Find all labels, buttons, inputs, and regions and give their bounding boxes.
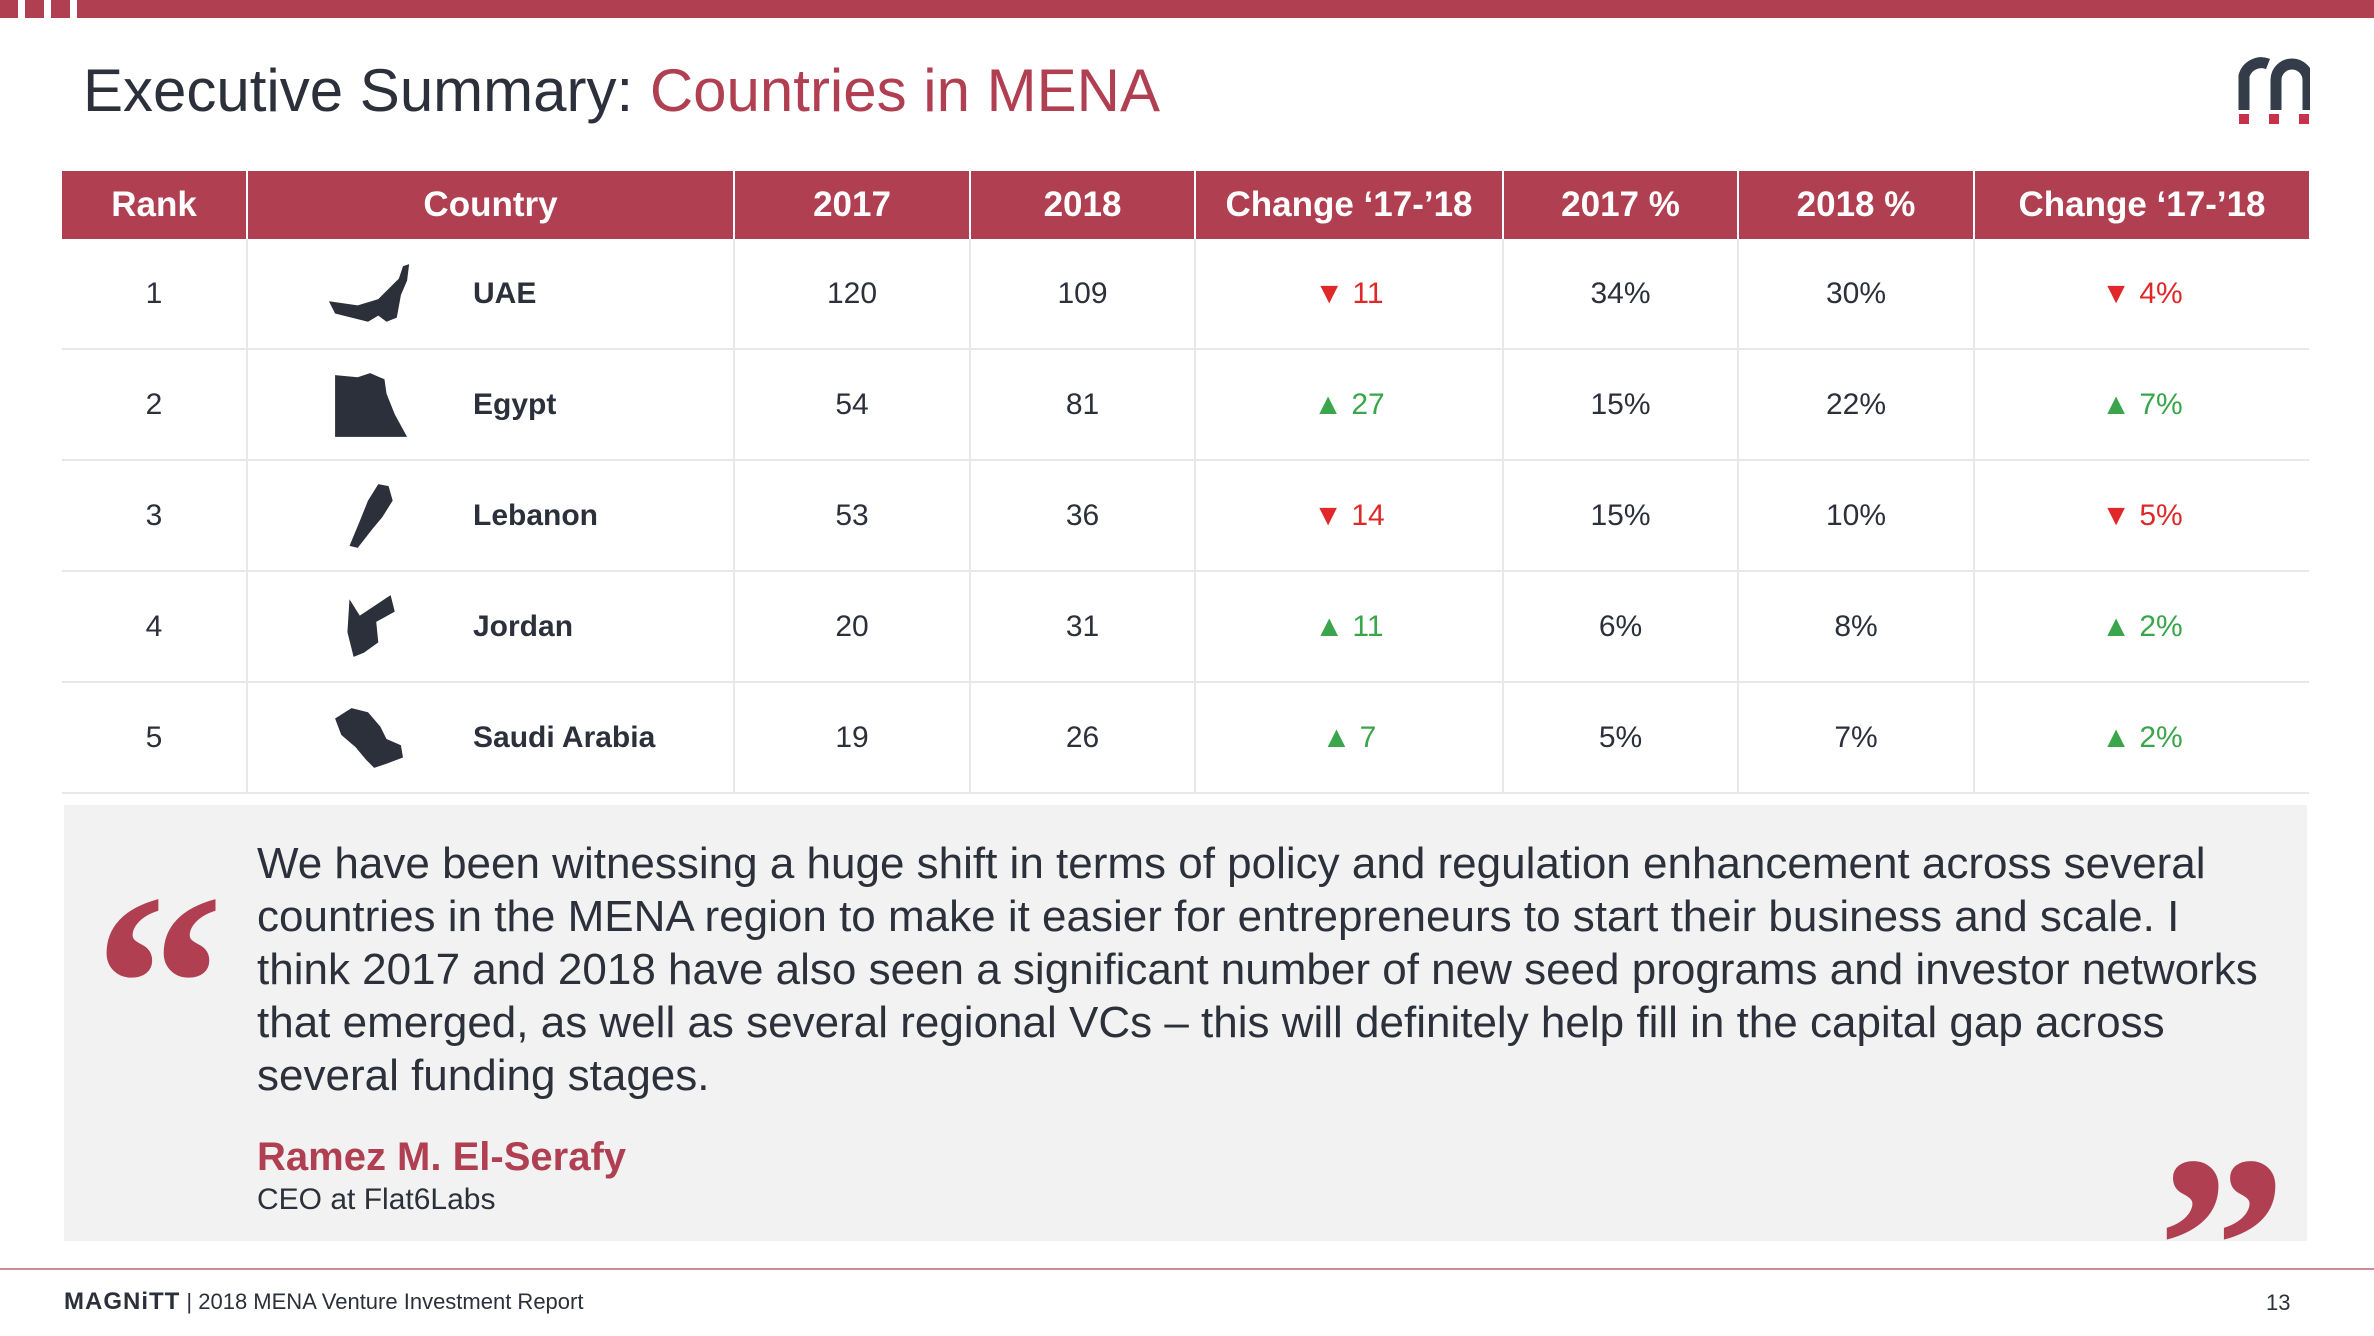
column-header: 2018 % (1737, 171, 1974, 239)
country-cell: Jordan (246, 571, 734, 683)
column-header: Country (246, 171, 734, 239)
top-bar-segment (25, 0, 44, 18)
country-map-icon (335, 372, 408, 437)
country-map-icon (335, 707, 403, 768)
percent-change-cell: ▲ 2% (1973, 682, 2309, 794)
close-quote-icon: ” (2147, 1117, 2287, 1241)
title-prefix: Executive Summary: (83, 57, 650, 124)
value-2018-cell: 36 (969, 460, 1195, 572)
change-cell: ▲ 27 (1194, 349, 1503, 461)
percent-change-cell: ▲ 2% (1973, 571, 2309, 683)
column-header: 2017 % (1502, 171, 1738, 239)
percent-2017-cell: 6% (1502, 571, 1738, 683)
table-row: 1 UAE 120 109 ▼ 11 34% 30% ▼ 4% (62, 239, 2309, 350)
percent-change-cell: ▼ 4% (1973, 239, 2309, 350)
top-bar-segment (51, 0, 70, 18)
footer-divider (0, 1268, 2374, 1270)
country-map-icon (347, 594, 395, 657)
open-quote-icon: “ (94, 855, 234, 995)
percent-2017-cell: 34% (1502, 239, 1738, 350)
country-name: UAE (473, 276, 537, 310)
value-2017-cell: 20 (733, 571, 970, 683)
quote-author-role: CEO at Flat6Labs (257, 1183, 496, 1216)
top-bar-segment (0, 0, 18, 18)
percent-2017-cell: 5% (1502, 682, 1738, 794)
rank-cell: 3 (62, 460, 247, 572)
magnitt-logo (2238, 57, 2310, 124)
value-2017-cell: 120 (733, 239, 970, 350)
country-name: Jordan (473, 609, 574, 643)
footer-report-title: | 2018 MENA Venture Investment Report (180, 1289, 584, 1314)
country-name: Egypt (473, 387, 557, 421)
country-cell: Egypt (246, 349, 734, 461)
rank-cell: 4 (62, 571, 247, 683)
country-name: Saudi Arabia (473, 720, 656, 754)
change-cell: ▲ 7 (1194, 682, 1503, 794)
country-name: Lebanon (473, 498, 598, 532)
column-header: 2018 (969, 171, 1195, 239)
page-title: Executive Summary: Countries in MENA (83, 56, 1160, 125)
country-map-icon (328, 263, 410, 322)
percent-2018-cell: 10% (1737, 460, 1974, 572)
percent-2017-cell: 15% (1502, 349, 1738, 461)
title-accent: Countries in MENA (649, 57, 1161, 124)
column-header: Rank (62, 171, 247, 239)
change-cell: ▲ 11 (1194, 571, 1503, 683)
country-table: Rank Country 2017 2018 Change ‘17-’18 2017 % 2… (62, 171, 2309, 794)
value-2017-cell: 54 (733, 349, 970, 461)
change-cell: ▼ 14 (1194, 460, 1503, 572)
column-header: Change ‘17-’18 (1973, 171, 2309, 239)
country-cell: Lebanon (246, 460, 734, 572)
rank-cell: 1 (62, 239, 247, 350)
percent-2017-cell: 15% (1502, 460, 1738, 572)
table-row: 5 Saudi Arabia 19 26 ▲ 7 5% 7% ▲ 2% (62, 682, 2309, 794)
rank-cell: 5 (62, 682, 247, 794)
quote-box: “ We have been witnessing a huge shift i… (64, 805, 2307, 1241)
value-2018-cell: 31 (969, 571, 1195, 683)
column-header: Change ‘17-’18 (1194, 171, 1503, 239)
change-cell: ▼ 11 (1194, 239, 1503, 350)
percent-2018-cell: 7% (1737, 682, 1974, 794)
value-2017-cell: 19 (733, 682, 970, 794)
quote-author: Ramez M. El-Serafy (257, 1135, 627, 1179)
table-row: 3 Lebanon 53 36 ▼ 14 15% 10% ▼ 5% (62, 460, 2309, 572)
value-2018-cell: 26 (969, 682, 1195, 794)
top-bar (77, 0, 2374, 18)
country-cell: UAE (246, 239, 734, 350)
rank-cell: 2 (62, 349, 247, 461)
percent-change-cell: ▼ 5% (1973, 460, 2309, 572)
footer-brand-logo: MAGNiTT (64, 1288, 181, 1315)
percent-2018-cell: 8% (1737, 571, 1974, 683)
value-2018-cell: 109 (969, 239, 1195, 350)
table-row: 2 Egypt 54 81 ▲ 27 15% 22% ▲ 7% (62, 349, 2309, 461)
quote-text: We have been witnessing a huge shift in … (257, 839, 2258, 1100)
column-header: 2017 (733, 171, 970, 239)
percent-2018-cell: 22% (1737, 349, 1974, 461)
page-number: 13 (2266, 1290, 2291, 1315)
percent-change-cell: ▲ 7% (1973, 349, 2309, 461)
country-cell: Saudi Arabia (246, 682, 734, 794)
country-map-icon (349, 483, 393, 548)
value-2018-cell: 81 (969, 349, 1195, 461)
value-2017-cell: 53 (733, 460, 970, 572)
table-row: 4 Jordan 20 31 ▲ 11 6% 8% ▲ 2% (62, 571, 2309, 683)
percent-2018-cell: 30% (1737, 239, 1974, 350)
footer: MAGNiTT | 2018 MENA Venture Investment R… (64, 1288, 583, 1316)
